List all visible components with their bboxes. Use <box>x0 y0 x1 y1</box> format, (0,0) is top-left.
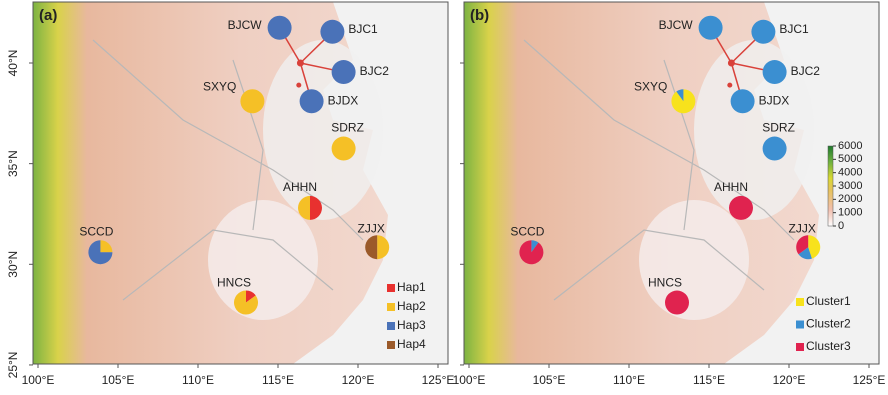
x-tick-label: 110°E <box>182 373 214 387</box>
x-tick-label: 115°E <box>262 373 294 387</box>
legend-label: Cluster2 <box>806 317 851 331</box>
site-label: BJCW <box>228 18 263 32</box>
pie-slice <box>268 16 292 40</box>
y-tick-label: 25°N <box>6 352 20 379</box>
x-tick-label: 120°E <box>342 373 375 387</box>
pie-slice <box>665 291 689 315</box>
colorbar <box>828 146 833 226</box>
hub-dot <box>296 83 301 88</box>
x-tick-label: 110°E <box>613 373 645 387</box>
pie-slice <box>731 89 755 113</box>
site-label: BJC1 <box>348 22 378 36</box>
legend-label: Hap3 <box>397 318 426 332</box>
x-tick-label: 125°E <box>853 373 886 387</box>
site-label: ZJJX <box>358 221 385 235</box>
site-label: BJC2 <box>791 64 821 78</box>
hub-dot <box>727 83 732 88</box>
x-tick-label: 100°E <box>453 373 486 387</box>
site-label: BJCW <box>659 18 694 32</box>
colorbar-label: 6000 <box>838 140 862 152</box>
colorbar-label: 4000 <box>838 167 862 179</box>
pie-slice <box>729 196 753 220</box>
pie-slice <box>519 240 543 264</box>
site-label: SDRZ <box>331 121 364 135</box>
panel-label: (b) <box>470 7 489 24</box>
map-layer <box>33 2 879 364</box>
panel-label: (a) <box>39 7 57 24</box>
colorbar-label: 0 <box>838 220 844 232</box>
x-tick-label: 105°E <box>102 373 135 387</box>
site-label: HNCS <box>217 276 251 290</box>
site-label: AHHN <box>283 180 317 194</box>
site-label: BJDX <box>759 93 790 107</box>
legend-label: Hap1 <box>397 280 426 294</box>
legend-swatch <box>796 321 804 329</box>
plain <box>639 200 749 320</box>
site-label: BJDX <box>328 93 359 107</box>
x-tick-label: 125°E <box>422 373 455 387</box>
x-tick-label: 100°E <box>22 373 55 387</box>
x-tick-label: 115°E <box>693 373 725 387</box>
legend-swatch <box>796 343 804 351</box>
hub-dot <box>297 60 304 67</box>
pie-slice <box>699 16 723 40</box>
plain <box>208 200 318 320</box>
site-label: BJC1 <box>779 22 809 36</box>
site-label: SDRZ <box>762 121 795 135</box>
pie-slice <box>320 20 344 44</box>
pie-slice <box>240 89 264 113</box>
legend-label: Hap2 <box>397 299 426 313</box>
legend-swatch <box>387 284 395 292</box>
legend-label: Cluster3 <box>806 339 851 353</box>
site-label: AHHN <box>714 180 748 194</box>
site-label: SCCD <box>510 224 544 238</box>
pie-slice <box>300 89 324 113</box>
colorbar-label: 2000 <box>838 193 862 205</box>
legend-swatch <box>387 341 395 349</box>
legend-swatch <box>387 322 395 330</box>
y-tick-label: 35°N <box>6 150 20 177</box>
pie-slice <box>763 137 787 161</box>
x-tick-label: 105°E <box>533 373 566 387</box>
y-tick-label: 40°N <box>6 50 20 77</box>
pie-slice <box>763 60 787 84</box>
site-label: SCCD <box>79 224 113 238</box>
colorbar-label: 3000 <box>838 180 862 192</box>
site-label: ZJJX <box>789 221 816 235</box>
colorbar-label: 1000 <box>838 207 862 219</box>
site-label: HNCS <box>648 276 682 290</box>
colorbar-label: 5000 <box>838 153 862 165</box>
site-label: SXYQ <box>634 79 667 93</box>
hub-dot <box>728 60 735 67</box>
x-tick-label: 120°E <box>773 373 806 387</box>
pie-slice <box>332 137 356 161</box>
pie-slice <box>332 60 356 84</box>
site-label: SXYQ <box>203 79 236 93</box>
legend-swatch <box>796 298 804 306</box>
pie-slice <box>751 20 775 44</box>
site-label: BJC2 <box>360 64 390 78</box>
y-tick-label: 30°N <box>6 251 20 278</box>
legend-swatch <box>387 303 395 311</box>
legend-label: Cluster1 <box>806 294 851 308</box>
figure: 100°E 105°E 110°E 115°E 120°E 125°E 40°N 35°N 30… <box>0 0 888 395</box>
legend-label: Hap4 <box>397 337 426 351</box>
